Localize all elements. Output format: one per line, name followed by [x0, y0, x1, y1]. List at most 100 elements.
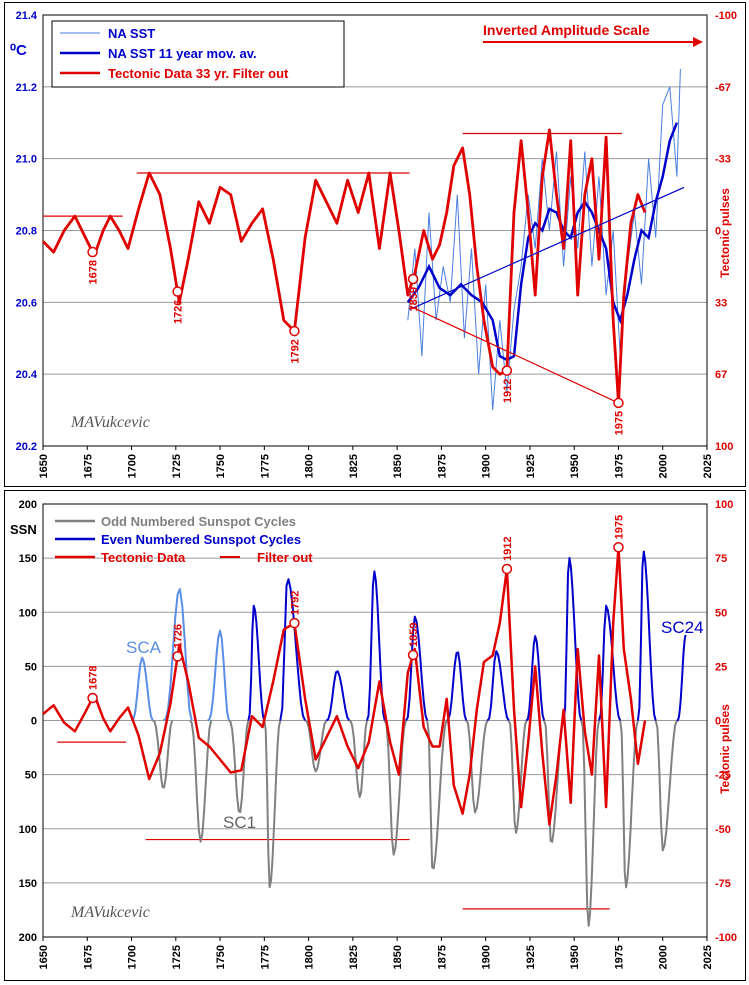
x-tick-label: 2025: [702, 454, 714, 478]
na-sst-moving-average-series: [406, 122, 679, 362]
sst-tectonic-chart-panel: 21.4 21.2 21.0 20.8 20.6 20.4 20.2 -100 -67 -33 0 3…: [4, 2, 746, 487]
marked-year-label: 1678: [88, 665, 100, 689]
y-left-tick-label: 21.2: [16, 82, 37, 94]
marked-year-label: 1859: [408, 623, 420, 647]
sst-trend-line: [409, 186, 685, 311]
y-left-tick-label: 100: [19, 824, 37, 836]
marked-year-label: 1859: [408, 287, 420, 311]
sunspot-cycle-even: [130, 656, 154, 722]
x-tick-label: 1825: [348, 945, 360, 969]
sunspot-cycle-odd: [348, 719, 368, 799]
y-left-tick-label: 20.2: [16, 441, 37, 453]
y-right-tick-label: -75: [715, 878, 731, 890]
x-tick-label: 1700: [127, 454, 139, 478]
plot-area: [42, 503, 708, 938]
x-tick-label: 1925: [525, 454, 537, 478]
y-right-tick-label: -25: [715, 770, 731, 782]
marked-year-label: 1975: [613, 411, 625, 435]
y-right-tick-label: 0: [715, 226, 721, 238]
annotation-arrow-head: [693, 37, 703, 47]
legend-label: NA SST: [108, 26, 155, 41]
y-left-tick-label: 50: [25, 770, 37, 782]
marked-year-dot: [613, 542, 624, 553]
sunspot-cycle-odd: [228, 719, 250, 813]
y-left-tick-label: 150: [19, 553, 37, 565]
y-left-tick-label: 200: [19, 499, 37, 511]
x-tick-label: 1725: [171, 454, 183, 478]
y-left-tick-label: 20.4: [16, 369, 38, 381]
x-tick-label: 1875: [436, 945, 448, 969]
marked-year-dot: [172, 651, 183, 662]
x-tick-label: 1800: [304, 454, 316, 478]
y-right-tick-label: 50: [715, 607, 727, 619]
x-tick-label: 1700: [127, 945, 139, 969]
y-right-tick-label: -100: [715, 932, 737, 944]
y-right-tick-label: 75: [715, 553, 727, 565]
y-right-tick-label: 0: [715, 716, 721, 728]
y-left-tick-label: 21.0: [16, 154, 37, 166]
sunspot-tectonic-chart-panel: 200 150 100 50 0 50 100 150 200 100 75 50 25 0 -25 -50 -…: [4, 490, 746, 981]
legend-label: Tectonic Data: [101, 550, 186, 565]
x-tick-label: 1850: [392, 945, 404, 969]
x-tick-label: 1875: [436, 454, 448, 478]
sunspot-cycle-even: [636, 550, 657, 721]
y-right-tick-label: 100: [715, 499, 733, 511]
marked-year-label: 1792: [289, 591, 301, 615]
marked-year-dot: [501, 563, 513, 575]
sunspot-cycle-even: [525, 635, 546, 722]
sunspot-cycle-even: [247, 604, 266, 721]
x-tick-label: 2000: [658, 454, 670, 478]
x-tick-label: 1900: [481, 945, 493, 969]
x-tick-label: 2000: [658, 945, 670, 969]
y-right-tick-label: -100: [715, 10, 737, 22]
marked-year-dot: [172, 286, 183, 297]
sca-label: SCA: [126, 638, 162, 657]
signature: MAVukcevic: [70, 414, 150, 431]
x-tick-label: 1675: [82, 945, 94, 969]
x-tick-label: 1650: [38, 454, 50, 478]
sunspot-cycle-even: [446, 651, 468, 722]
sunspot-cycle-odd: [152, 719, 174, 789]
x-tick-label: 1975: [613, 454, 625, 478]
tectonic-data-series: [42, 546, 647, 826]
x-tick-label: 1800: [304, 945, 316, 969]
sc1-label: SC1: [223, 813, 256, 832]
legend-box: [51, 20, 345, 88]
y-right-tick-label: 100: [715, 441, 733, 453]
legend-label: Filter out: [257, 550, 313, 565]
sunspot-tectonic-chart: 200 150 100 50 0 50 100 150 200 100 75 50 25 0 -25 -50 -…: [10, 499, 737, 969]
x-tick-label: 1925: [525, 945, 537, 969]
sunspot-cycle-even: [325, 670, 351, 722]
marked-year-dot: [289, 325, 300, 337]
legend-label: Odd Numbered Sunspot Cycles: [101, 514, 296, 529]
signature: MAVukcevic: [70, 904, 150, 921]
y-left-tick-label: 100: [19, 607, 37, 619]
y-left-tick-label: 20.8: [16, 226, 37, 238]
legend-label: Tectonic Data 33 yr. Filter out: [108, 66, 289, 81]
x-tick-label: 1975: [613, 945, 625, 969]
y-left-tick-label: 20.6: [16, 297, 37, 309]
sunspot-cycle-even: [562, 557, 583, 721]
x-tick-label: 1675: [82, 454, 94, 478]
y-right-tick-label: 33: [715, 297, 727, 309]
y-left-tick-label: 200: [19, 932, 37, 944]
sunspot-cycle-odd: [654, 720, 678, 852]
y-right-tick-label: -67: [715, 82, 731, 94]
plot-area: [42, 14, 708, 447]
marked-year-label: 1912: [502, 536, 514, 560]
x-tick-label: 1850: [392, 454, 404, 478]
inverted-scale-annotation: Inverted Amplitude Scale: [483, 22, 650, 38]
marked-year-label: 1726: [173, 624, 185, 648]
y-left-axis-label: SSN: [10, 522, 37, 537]
sc24-label: SC24: [661, 618, 704, 637]
x-tick-label: 1950: [569, 945, 581, 969]
x-tick-label: 2025: [702, 945, 714, 969]
x-tick-label: 1825: [348, 454, 360, 478]
marked-year-dot: [501, 365, 513, 376]
y-left-unit-label: ⁰C: [10, 42, 27, 59]
marked-year-dot: [289, 617, 300, 629]
marked-year-label: 1912: [502, 379, 514, 403]
marked-year-label: 1792: [289, 339, 301, 363]
x-tick-label: 1950: [569, 454, 581, 478]
tectonic-trend-line: [409, 305, 619, 404]
